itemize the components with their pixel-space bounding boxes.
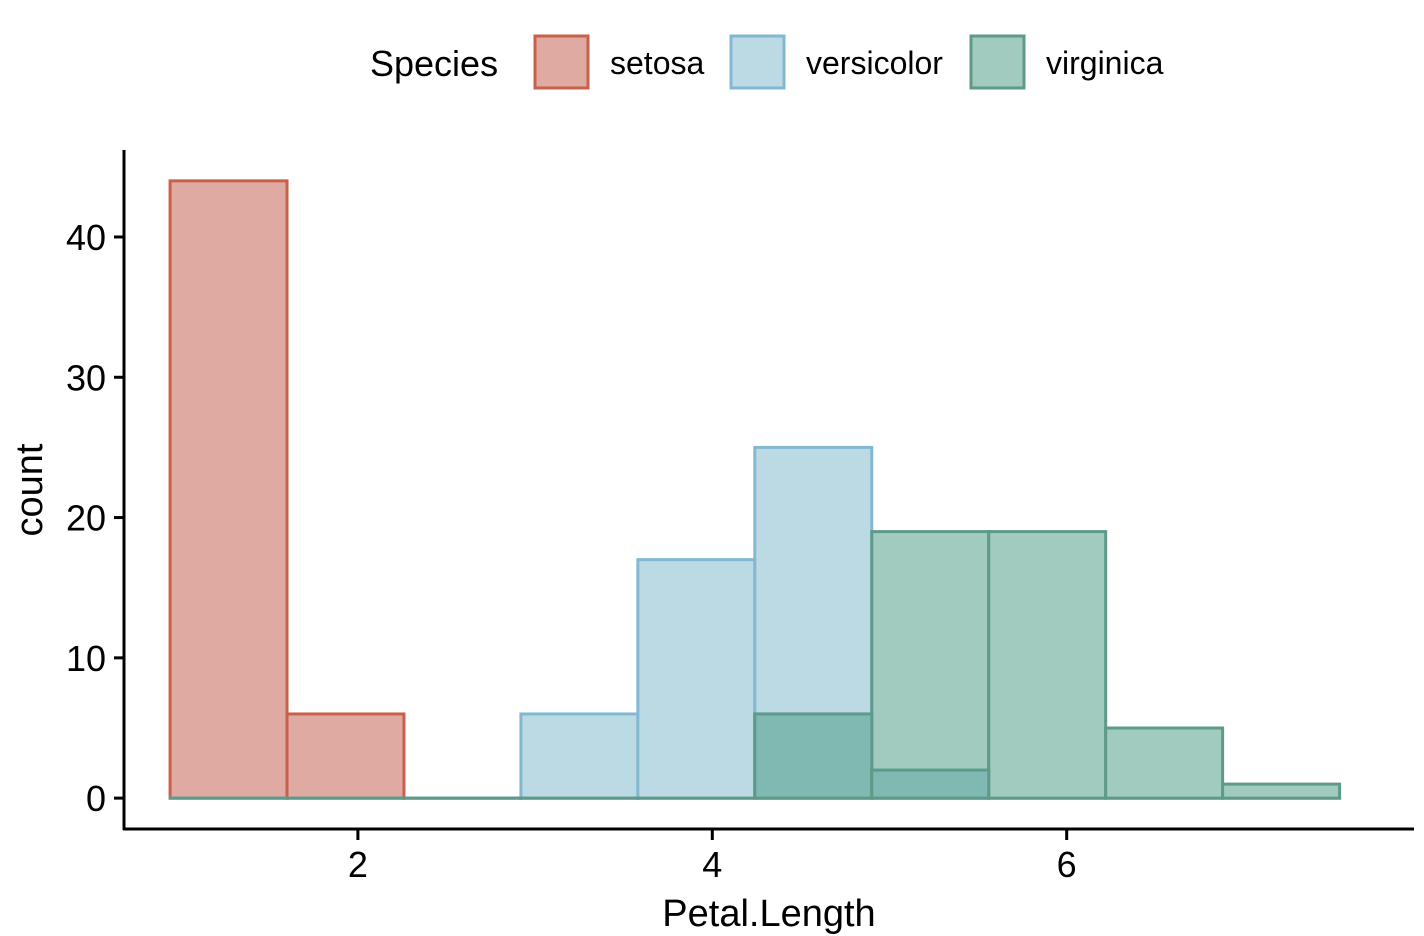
bar-versicolor-3 — [519, 712, 640, 800]
bar-virginica-6 — [870, 530, 991, 800]
y-tick-label-30: 30 — [66, 357, 106, 398]
x-axis-title: Petal.Length — [662, 893, 875, 935]
bar-setosa-1 — [285, 712, 406, 800]
x-tick-label-6: 6 — [1057, 844, 1077, 885]
overlap-bar-6 — [870, 768, 991, 800]
legend-item-virginica: virginica — [969, 34, 1164, 90]
legend-key-versicolor — [729, 34, 786, 90]
legend-key-setosa — [533, 34, 590, 90]
y-tick-label-0: 0 — [86, 778, 106, 819]
overlap-bars — [753, 712, 991, 800]
legend-key-virginica — [969, 34, 1026, 90]
overlap-bar-5 — [753, 712, 874, 800]
y-tick-label-20: 20 — [66, 498, 106, 539]
legend-label-virginica: virginica — [1046, 45, 1164, 81]
bar-virginica-9 — [1221, 782, 1342, 800]
y-axis-title: count — [9, 443, 51, 536]
y-tick-label-40: 40 — [66, 217, 106, 258]
legend-title: Species — [370, 43, 498, 84]
legend-label-setosa: setosa — [610, 45, 704, 81]
legend-label-versicolor: versicolor — [806, 45, 943, 81]
y-tick-label-10: 10 — [66, 638, 106, 679]
legend: Species setosa versicolor virginica — [370, 34, 1164, 90]
bar-virginica-8 — [1104, 726, 1225, 800]
x-tick-label-4: 4 — [702, 844, 722, 885]
bar-virginica-7 — [987, 530, 1108, 800]
x-tick-label-2: 2 — [348, 844, 368, 885]
bar-setosa-0 — [168, 179, 289, 800]
bars — [168, 179, 1342, 800]
bar-versicolor-4 — [636, 558, 757, 800]
axes: 0 10 20 30 40 2 4 6 — [66, 150, 1414, 885]
legend-item-versicolor: versicolor — [729, 34, 943, 90]
legend-item-setosa: setosa — [533, 34, 704, 90]
